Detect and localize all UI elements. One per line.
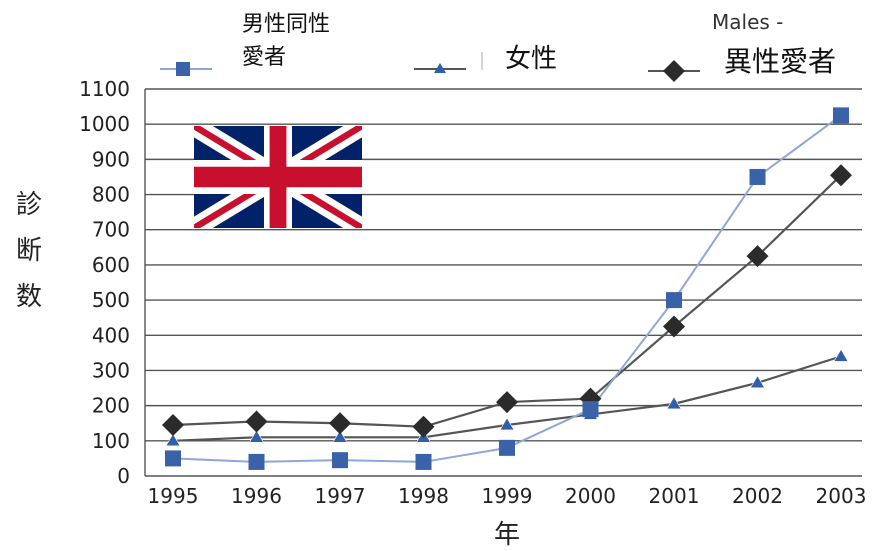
data-point-square [332,452,348,469]
data-point-square [248,453,265,470]
data-point-square [666,292,682,309]
series-markers [162,107,852,470]
y-tick-label: 0 [117,464,130,488]
y-tick-label: 400 [92,323,130,347]
grid-lines [144,88,862,477]
legend-label-heterosexual: 異性愛者 [724,45,836,78]
y-tick-label: 600 [92,253,130,277]
data-point-square [499,439,515,456]
legend-item-heterosexual: 異性愛者 [648,45,836,82]
y-axis-label-char: 診 [16,190,43,220]
y-tick-label: 200 [92,394,130,418]
y-tick-label: 500 [92,288,130,312]
legend-label-women: 女性 [505,44,557,74]
data-point-diamond [663,315,685,338]
legend-label-gay-men-line1: 男性同性 [242,12,330,37]
uk-flag [194,126,362,229]
x-tick-label: 2003 [816,484,867,508]
x-tick-label: 2002 [732,484,783,508]
data-point-triangle [165,433,181,447]
overlay-text: Males - [712,10,784,34]
y-tick-label: 300 [92,358,130,382]
data-point-square [749,168,766,185]
x-tick-label: 1997 [315,484,366,508]
x-axis-label: 年 [494,520,521,550]
x-tick-label: 2000 [565,484,616,508]
y-axis-label-char: 数 [16,282,43,312]
data-point-diamond [329,412,351,435]
y-tick-label: 800 [92,183,130,207]
data-point-triangle [499,417,515,431]
data-point-diamond [245,410,268,433]
data-point-triangle [248,429,265,443]
data-point-square [415,453,432,470]
y-tick-label: 1100 [79,77,130,101]
data-point-diamond [746,245,769,268]
data-point-diamond [496,391,518,414]
x-tick-label: 1998 [398,484,449,508]
y-tick-labels: 0 100 200 300 400 500 600 700 800 900 1000 1100 [79,77,130,488]
y-tick-label: 900 [92,147,130,171]
data-point-triangle [666,396,682,410]
x-tick-label: 2001 [649,484,700,508]
y-tick-label: 100 [92,429,130,453]
y-axis-label-char: 断 [16,236,43,266]
x-tick-label: 1995 [148,484,199,508]
data-point-diamond [162,413,184,436]
data-point-square [165,450,181,467]
y-tick-label: 700 [92,218,130,242]
data-point-diamond [412,415,435,438]
legend: 男性同性 愛者 女性 異性愛者 [160,12,836,82]
y-tick-label: 1000 [79,112,130,136]
x-tick-label: 1999 [482,484,533,508]
data-point-triangle [749,375,766,389]
legend-label-gay-men-line2: 愛者 [242,45,286,70]
data-point-triangle [332,429,348,443]
x-tick-labels: 1995 1996 1997 1998 1999 2000 2001 2002 2003 [148,484,867,508]
data-point-diamond [830,164,852,187]
data-point-triangle [833,348,849,362]
data-point-square [833,107,849,124]
legend-item-women: 女性 [414,44,557,74]
data-point-square [582,401,599,418]
x-tick-label: 1996 [231,484,282,508]
legend-item-gay-men: 男性同性 愛者 [160,12,330,76]
